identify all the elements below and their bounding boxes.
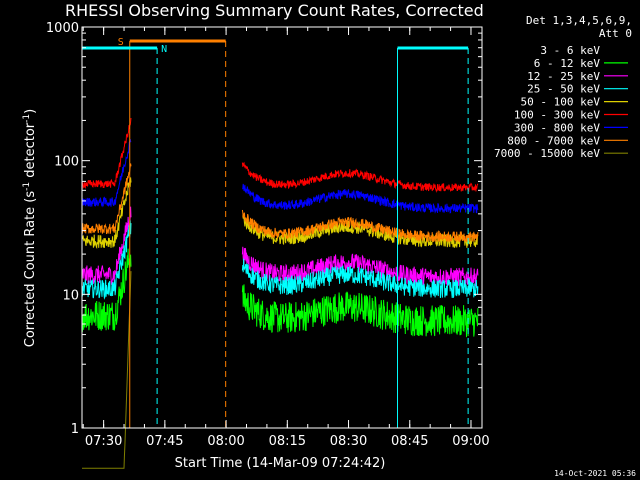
y-tick-label: 10 [62,288,79,303]
legend-item-label: 25 - 50 keV [527,83,600,96]
series-6to12keV-line [241,284,479,338]
y-label-end: ) [23,109,38,114]
chart-title: RHESSI Observing Summary Count Rates, Co… [65,1,484,20]
series-12to25keV-line [81,206,132,286]
series-300to800keV-line [241,183,479,214]
y-label-main: Corrected Count Rate (s [23,191,38,348]
series-50to100keV-line [81,177,132,249]
series-800to7000keV-line [81,163,132,235]
legend-item-label: 7000 - 15000 keV [494,147,600,160]
legend-item-label: 12 - 25 keV [527,70,600,83]
y-label-sup1: -1 [22,182,32,191]
legend-item-label: 3 - 6 keV [540,44,600,57]
series-7000to15000keV-line [82,271,132,469]
night-flag-label: N [161,44,167,55]
x-tick-label: 08:00 [207,434,244,449]
series-25to50keV-line [81,220,132,300]
plot-frame [81,26,483,429]
y-label-sup2: -1 [22,114,32,123]
legend-item-label: 6 - 12 keV [534,57,601,70]
legend-item-label: 50 - 100 keV [521,96,601,109]
axis-layer: 1 10 100 1000 07:30 07:45 08:00 08:15 08:30 08:45… [46,21,490,449]
series-300to800keV-line [81,139,132,208]
x-axis-label: Start Time (14-Mar-09 07:24:42) [175,456,386,471]
y-label-mid: detector [23,122,38,182]
y-tick-label: 1 [71,422,79,437]
x-tick-label: 08:45 [391,434,428,449]
series-100to300keV-line [241,161,479,193]
x-tick-label: 07:45 [146,434,183,449]
legend-item-label: 300 - 800 keV [514,121,600,134]
detectors-label: Det 1,3,4,5,6,9, [526,14,632,27]
y-tick-label: 1000 [46,21,79,36]
x-tick-label: 08:15 [269,434,306,449]
saa-flag-label: S [118,37,124,48]
series-25to50keV-line [241,258,479,299]
y-axis-label: Corrected Count Rate (s-1 detector-1) [22,109,38,347]
legend-item-label: 800 - 7000 keV [507,134,600,147]
x-tick-label: 09:00 [452,434,489,449]
series-100to300keV-line [81,117,132,190]
timestamp: 14-Oct-2021 05:36 [554,469,636,478]
series-800to7000keV-line [241,209,479,243]
series-3to6keV-line [241,285,479,344]
series-6to12keV-line [81,248,132,332]
x-tick-label: 07:30 [85,434,122,449]
legend-item-label: 100 - 300 keV [514,109,600,122]
series-12to25keV-line [241,246,479,288]
x-tick-label: 08:30 [330,434,367,449]
attenuator-label: Att 0 [599,27,632,40]
y-tick-label: 100 [54,155,79,170]
series-layer [81,117,479,469]
